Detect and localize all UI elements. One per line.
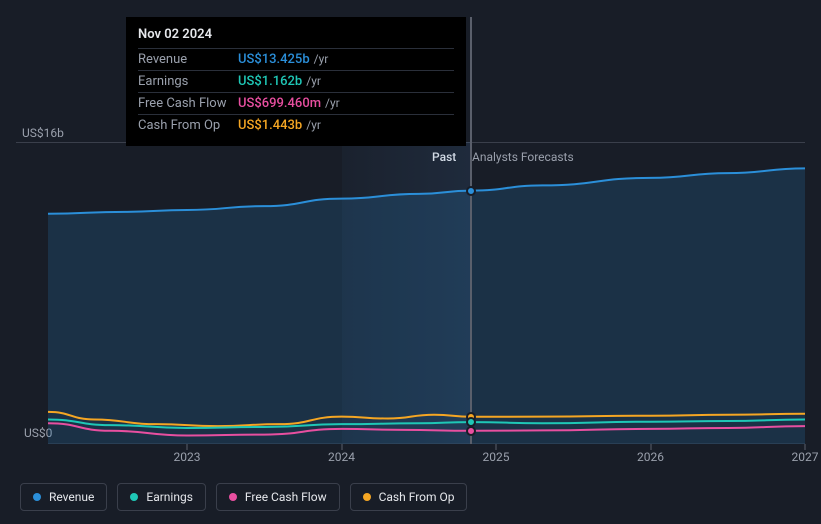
legend-dot [130, 493, 138, 501]
legend-label: Cash From Op [379, 490, 455, 504]
tooltip-label: Free Cash Flow [138, 96, 238, 111]
y-axis-label-max: US$16b [22, 126, 64, 140]
tooltip-unit: /yr [306, 118, 321, 132]
x-tick-label: 2025 [483, 450, 510, 464]
tooltip-row-fcf: Free Cash Flow US$699.460m /yr [138, 92, 454, 114]
tooltip-label: Earnings [138, 74, 238, 89]
tooltip-value: US$13.425b [238, 52, 310, 67]
tooltip-value: US$1.443b [238, 118, 302, 133]
tooltip-label: Cash From Op [138, 118, 238, 133]
tooltip-date: Nov 02 2024 [138, 27, 454, 42]
x-axis: 20232024202520262027 [48, 450, 805, 470]
legend-item-cashop[interactable]: Cash From Op [350, 483, 468, 511]
legend-item-revenue[interactable]: Revenue [20, 483, 107, 511]
tooltip-unit: /yr [325, 96, 340, 110]
legend-item-earnings[interactable]: Earnings [117, 483, 206, 511]
x-tick-label: 2026 [637, 450, 664, 464]
legend: Revenue Earnings Free Cash Flow Cash Fro… [20, 483, 467, 511]
cursor-line [470, 17, 472, 444]
legend-dot [229, 493, 237, 501]
legend-item-fcf[interactable]: Free Cash Flow [216, 483, 340, 511]
x-tick-label: 2027 [792, 450, 819, 464]
tooltip-unit: /yr [314, 52, 329, 66]
legend-label: Revenue [49, 490, 94, 504]
tooltip-row-cashop: Cash From Op US$1.443b /yr [138, 114, 454, 136]
chart-canvas[interactable] [48, 142, 805, 444]
legend-label: Free Cash Flow [245, 490, 327, 504]
legend-dot [33, 493, 41, 501]
tooltip-unit: /yr [306, 74, 321, 88]
tooltip-label: Revenue [138, 52, 238, 67]
legend-label: Earnings [146, 490, 193, 504]
x-tick-label: 2024 [328, 450, 355, 464]
tooltip: Nov 02 2024 Revenue US$13.425b /yr Earni… [126, 17, 466, 146]
legend-dot [363, 493, 371, 501]
chart-marker-fcf [466, 426, 476, 436]
tooltip-value: US$699.460m [238, 96, 321, 111]
tooltip-row-earnings: Earnings US$1.162b /yr [138, 70, 454, 92]
tooltip-row-revenue: Revenue US$13.425b /yr [138, 48, 454, 70]
x-tick-label: 2023 [174, 450, 201, 464]
chart-marker-revenue [466, 186, 476, 196]
tooltip-value: US$1.162b [238, 74, 302, 89]
